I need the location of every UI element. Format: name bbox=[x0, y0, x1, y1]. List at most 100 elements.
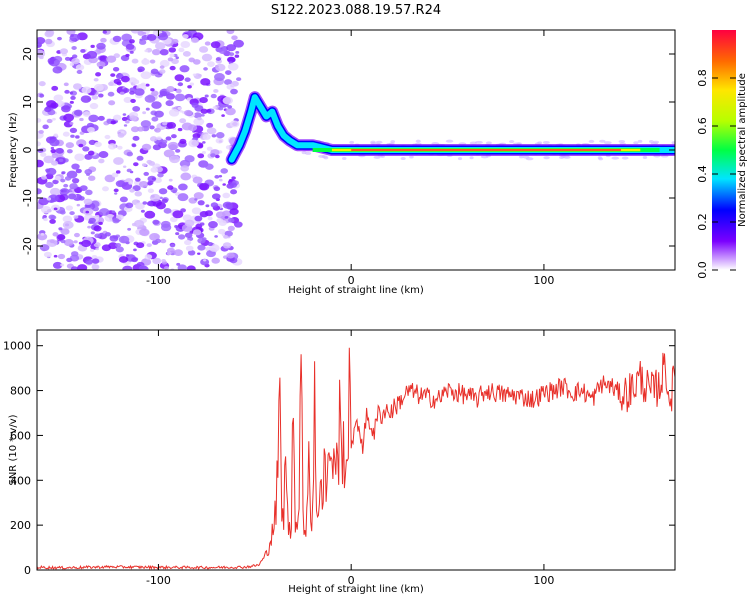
noise-speckle bbox=[215, 211, 226, 219]
noise-speckle bbox=[214, 175, 220, 179]
noise-speckle bbox=[206, 146, 213, 151]
noise-speckle bbox=[93, 242, 101, 248]
noise-speckle bbox=[210, 202, 219, 208]
noise-speckle bbox=[108, 81, 114, 86]
noise-speckle bbox=[80, 48, 86, 53]
noise-speckle bbox=[38, 129, 44, 134]
noise-speckle bbox=[40, 233, 45, 236]
noise-speckle bbox=[180, 165, 190, 172]
noise-speckle bbox=[122, 87, 130, 93]
noise-speckle bbox=[131, 222, 137, 227]
colorbar-tick-label: 0.8 bbox=[696, 69, 709, 87]
noise-speckle bbox=[58, 227, 63, 231]
noise-speckle bbox=[175, 88, 182, 94]
noise-speckle bbox=[95, 247, 100, 251]
noise-speckle bbox=[169, 65, 176, 71]
noise-speckle bbox=[199, 222, 205, 226]
noise-speckle bbox=[102, 186, 109, 192]
x-tick-label: -100 bbox=[146, 574, 171, 587]
noise-speckle bbox=[75, 135, 80, 139]
noise-speckle bbox=[115, 242, 122, 248]
noise-speckle bbox=[113, 114, 122, 121]
noise-speckle bbox=[192, 229, 202, 236]
noise-speckle bbox=[71, 54, 78, 59]
noise-speckle bbox=[128, 181, 133, 185]
noise-speckle bbox=[177, 264, 187, 270]
colorbar-tick-label: 0.6 bbox=[696, 117, 709, 135]
noise-speckle bbox=[104, 174, 116, 183]
track-halo-speckle bbox=[474, 140, 483, 144]
noise-speckle bbox=[134, 88, 145, 96]
noise-speckle bbox=[95, 72, 102, 77]
noise-speckle bbox=[182, 214, 192, 222]
noise-speckle bbox=[129, 115, 137, 121]
noise-speckle bbox=[227, 225, 235, 231]
noise-speckle bbox=[145, 83, 150, 87]
noise-speckle bbox=[159, 69, 166, 74]
noise-speckle bbox=[63, 183, 69, 188]
noise-speckle bbox=[213, 73, 225, 82]
noise-speckle bbox=[49, 138, 60, 147]
noise-speckle bbox=[85, 189, 93, 196]
noise-speckle bbox=[160, 220, 171, 228]
noise-speckle bbox=[161, 259, 166, 263]
noise-speckle bbox=[135, 202, 145, 210]
noise-speckle bbox=[146, 34, 157, 41]
noise-speckle bbox=[91, 264, 100, 270]
noise-speckle bbox=[198, 46, 209, 53]
noise-speckle bbox=[53, 94, 64, 102]
noise-speckle bbox=[231, 35, 238, 41]
noise-speckle bbox=[223, 79, 233, 86]
noise-speckle bbox=[202, 141, 206, 144]
noise-speckle bbox=[40, 152, 47, 157]
x-tick-label: 0 bbox=[348, 574, 355, 587]
noise-speckle bbox=[150, 167, 159, 173]
noise-speckle bbox=[192, 73, 197, 77]
noise-speckle bbox=[194, 198, 198, 201]
noise-speckle bbox=[55, 147, 64, 154]
noise-speckle bbox=[53, 133, 58, 137]
track-halo-speckle bbox=[342, 157, 347, 161]
noise-speckle bbox=[66, 257, 73, 263]
noise-speckle bbox=[75, 168, 82, 174]
noise-speckle bbox=[144, 94, 156, 103]
noise-speckle bbox=[73, 232, 80, 238]
noise-speckle bbox=[184, 239, 192, 246]
track-halo-speckle bbox=[349, 140, 355, 144]
noise-speckle bbox=[50, 148, 57, 154]
noise-speckle bbox=[151, 101, 162, 109]
noise-speckle bbox=[48, 194, 59, 203]
noise-speckle bbox=[180, 208, 186, 213]
noise-speckle bbox=[123, 124, 128, 127]
noise-speckle bbox=[154, 42, 166, 50]
noise-speckle bbox=[211, 193, 221, 200]
noise-speckle bbox=[74, 153, 85, 162]
noise-speckle bbox=[200, 108, 208, 114]
track-halo-speckle bbox=[323, 156, 329, 160]
colorbar-label: Normalized spectral amplitude bbox=[737, 73, 748, 227]
noise-speckle bbox=[174, 224, 179, 228]
noise-speckle bbox=[37, 188, 42, 195]
track-halo-speckle bbox=[597, 156, 602, 160]
noise-speckle bbox=[225, 107, 236, 116]
noise-speckle bbox=[210, 153, 216, 158]
noise-speckle bbox=[49, 219, 56, 224]
noise-speckle bbox=[71, 178, 80, 184]
noise-speckle bbox=[80, 95, 92, 103]
noise-speckle bbox=[228, 52, 235, 57]
noise-speckle bbox=[113, 188, 119, 193]
noise-speckle bbox=[64, 89, 70, 94]
noise-speckle bbox=[222, 242, 232, 249]
noise-speckle bbox=[167, 185, 174, 190]
noise-speckle bbox=[69, 33, 80, 42]
noise-speckle bbox=[79, 185, 88, 191]
noise-speckle bbox=[203, 67, 208, 71]
noise-speckle bbox=[69, 121, 74, 125]
noise-speckle bbox=[60, 239, 66, 244]
noise-speckle bbox=[52, 117, 56, 121]
noise-speckle bbox=[174, 93, 186, 102]
noise-speckle bbox=[207, 216, 213, 221]
noise-speckle bbox=[123, 96, 133, 103]
